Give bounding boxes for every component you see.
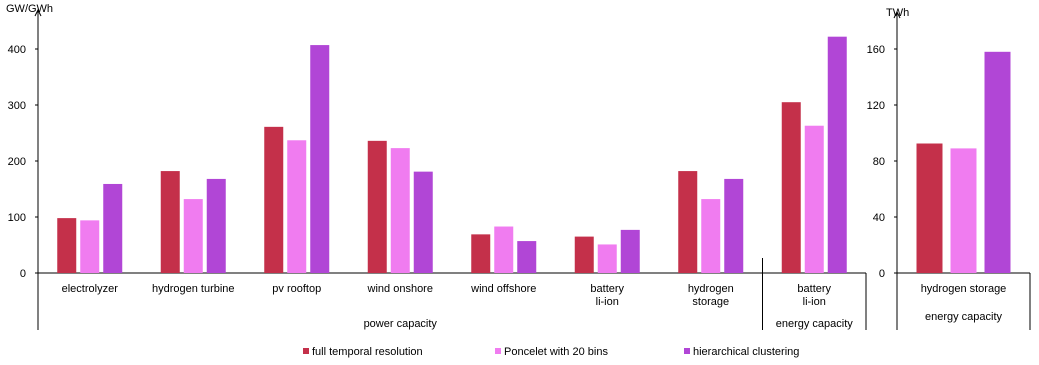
bar-2-1	[950, 148, 977, 273]
y-tick-label: 160	[867, 44, 885, 56]
bar-3-1	[984, 51, 1011, 273]
bar-2-4	[390, 148, 410, 273]
y-tick-label: 300	[8, 100, 26, 112]
legend-label-3: hierarchical clustering	[693, 346, 799, 358]
legend: full temporal resolution Poncelet with 20…	[303, 346, 799, 358]
bar-3-1	[103, 183, 123, 273]
y-tick-label: 40	[873, 212, 885, 224]
group-label: energy capacity	[776, 318, 854, 330]
legend-label-1: full temporal resolution	[312, 346, 423, 358]
y-tick-label: 0	[20, 268, 26, 280]
chart-panel-2: TWh 0 40 80 120 160 hydrogen storage energy cap…	[867, 7, 1031, 330]
bar-2-6	[597, 244, 617, 273]
bar-1-1	[57, 218, 77, 273]
bar-2-8	[804, 125, 824, 273]
chart-panel-1: GW/GWh 0 100 200 300 400 electrolyzer hydrogen …	[6, 3, 867, 330]
y-tick-label: 80	[873, 156, 885, 168]
y-tick-label: 400	[8, 44, 26, 56]
category-label: hydrogen	[688, 283, 734, 295]
y-axis-unit-label: GW/GWh	[6, 3, 53, 15]
legend-swatch-2	[495, 348, 501, 354]
category-label: hydrogen storage	[921, 283, 1007, 295]
bar-2-7	[701, 199, 721, 273]
bar-3-7	[724, 178, 744, 273]
y-axis-arrow	[34, 8, 42, 17]
bar-2-3	[287, 140, 307, 273]
group-label: energy capacity	[925, 311, 1003, 323]
legend-swatch-1	[303, 348, 309, 354]
category-label: pv rooftop	[272, 283, 321, 295]
bar-3-5	[517, 241, 537, 273]
bar-1-7	[678, 171, 698, 273]
category-label: wind onshore	[367, 283, 433, 295]
y-axis-arrow	[893, 10, 901, 19]
bar-1-4	[367, 140, 387, 273]
y-tick-label: 100	[8, 212, 26, 224]
bar-2-1	[80, 220, 100, 273]
category-label: storage	[692, 296, 729, 308]
y-tick-label: 120	[867, 100, 885, 112]
category-label: battery	[797, 283, 831, 295]
category-label: wind offshore	[470, 283, 536, 295]
legend-label-2: Poncelet with 20 bins	[504, 346, 608, 358]
category-label: li-ion	[596, 296, 619, 308]
bar-1-5	[471, 234, 491, 273]
bar-1-6	[574, 236, 594, 273]
y-tick-label: 0	[879, 268, 885, 280]
category-label: battery	[590, 283, 624, 295]
bar-1-3	[264, 126, 284, 273]
bar-3-4	[413, 171, 433, 273]
bar-3-6	[620, 229, 640, 273]
group-label: power capacity	[364, 318, 438, 330]
category-label: electrolyzer	[62, 283, 119, 295]
bar-3-2	[206, 178, 226, 273]
y-axis-unit-label: TWh	[886, 7, 909, 19]
category-label: hydrogen turbine	[152, 283, 235, 295]
bar-3-3	[310, 45, 330, 273]
bar-1-2	[160, 171, 180, 273]
bar-1-8	[781, 102, 801, 273]
legend-swatch-3	[684, 348, 690, 354]
category-label: li-ion	[803, 296, 826, 308]
bar-2-5	[494, 226, 514, 273]
bar-2-2	[183, 199, 203, 273]
bar-3-8	[827, 36, 847, 274]
y-tick-label: 200	[8, 156, 26, 168]
bar-1-1	[916, 143, 943, 273]
